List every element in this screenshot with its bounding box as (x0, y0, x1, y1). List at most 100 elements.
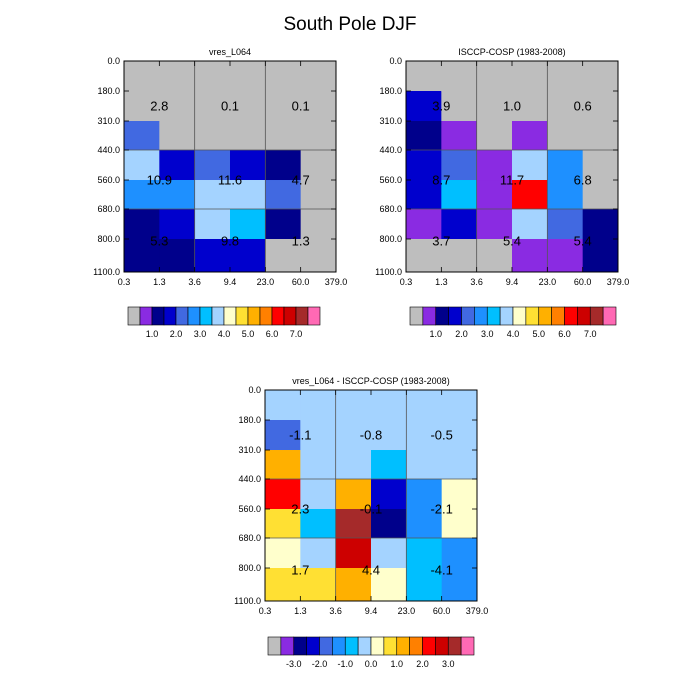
x-tick-label: 0.3 (259, 606, 272, 616)
heatmap-cell (300, 509, 337, 539)
colorbar-swatch (602, 306, 617, 326)
heatmap-cell (582, 91, 619, 122)
heatmap-cell (265, 420, 301, 451)
heatmap-cell (441, 208, 478, 240)
heatmap-cell (476, 61, 513, 92)
cell-value-label: 8.7 (432, 172, 450, 187)
colorbar-swatch (283, 306, 297, 326)
panel-title: vres_L064 (209, 47, 251, 57)
cell-value-label: 5.4 (574, 233, 592, 248)
colorbar-swatch (259, 306, 273, 326)
colorbar-swatch (319, 636, 333, 656)
y-tick-label: 440.0 (379, 145, 402, 155)
x-tick-label: 9.4 (224, 277, 237, 287)
heatmap-cell (265, 91, 302, 122)
heatmap-cell (547, 91, 584, 122)
y-tick-label: 680.0 (238, 533, 261, 543)
colorbar-swatch (564, 306, 578, 326)
x-tick-label: 1.3 (435, 277, 448, 287)
colorbar-swatch (370, 636, 385, 656)
heatmap-cell (265, 121, 302, 151)
cell-value-label: 6.8 (574, 172, 592, 187)
cell-value-label: 2.8 (150, 98, 168, 113)
cell-value-label: 9.8 (221, 233, 239, 248)
heatmap-cell (124, 208, 160, 240)
heatmap-cell (406, 450, 443, 480)
heatmap-cell (159, 238, 196, 273)
heatmap-cell (230, 61, 266, 92)
heatmap-cell (512, 208, 548, 240)
heatmap-cell (265, 208, 302, 240)
colorbar-label: 4.0 (218, 329, 231, 339)
y-tick-label: 800.0 (238, 563, 261, 573)
x-tick-label: 379.0 (325, 277, 348, 287)
colorbar-swatch (383, 636, 398, 656)
heatmap-cell (124, 61, 160, 92)
colorbar-label: 3.0 (194, 329, 207, 339)
colorbar: 1.0 2.0 3.0 4.0 5.0 6.0 7.0 (127, 306, 321, 339)
heatmap-cell (476, 238, 513, 273)
cell-value-label: 0.1 (221, 98, 239, 113)
y-tick-label: 0.0 (389, 56, 402, 66)
heatmap-cell (265, 238, 302, 273)
heatmap-cell (547, 238, 584, 273)
cell-value-label: 10.9 (147, 172, 172, 187)
heatmap-cell (406, 390, 443, 421)
y-tick-label: 1100.0 (93, 267, 120, 277)
heatmap-cell (476, 180, 513, 210)
colorbar-swatch (461, 306, 475, 326)
x-tick-label: 60.0 (292, 277, 310, 287)
heatmap-cell (300, 478, 337, 510)
heatmap-cell (230, 208, 266, 240)
heatmap-cell (547, 121, 584, 151)
colorbar-swatch (271, 306, 285, 326)
heatmap-cell (230, 91, 266, 122)
heatmap-cell (159, 149, 196, 181)
cell-value-label: 11.7 (500, 172, 524, 187)
heatmap-cell (441, 180, 478, 210)
heatmap-cell (371, 537, 407, 569)
heatmap-cell (265, 567, 301, 602)
heatmap-cell (124, 121, 160, 151)
heatmap-cell (512, 180, 548, 210)
colorbar-label: 2.0 (455, 329, 468, 339)
heatmap-cell (335, 478, 372, 510)
heatmap-cell (406, 238, 442, 273)
heatmap-cell (406, 567, 443, 602)
heatmap-cell (300, 450, 337, 480)
y-tick-label: 440.0 (97, 145, 120, 155)
y-tick-label: 310.0 (379, 116, 402, 126)
cell-value-label: 1.0 (503, 98, 521, 113)
colorbar-swatch (435, 636, 449, 656)
heatmap-cell (194, 121, 231, 151)
colorbar-swatch (551, 306, 565, 326)
y-tick-label: 310.0 (238, 445, 261, 455)
heatmap-cell (547, 149, 584, 181)
heatmap-cell (371, 567, 407, 602)
heatmap-cell (476, 121, 513, 151)
heatmap-cell (441, 478, 478, 510)
heatmap-cell (441, 61, 478, 92)
heatmap-cell (441, 149, 478, 181)
x-tick-label: 3.6 (329, 606, 342, 616)
heatmap-cell (512, 121, 548, 151)
colorbar-swatch (448, 306, 462, 326)
colorbar-swatch (223, 306, 237, 326)
heatmap-cell (441, 567, 478, 602)
colorbar-label: -3.0 (286, 659, 302, 669)
colorbar-swatch (295, 306, 309, 326)
colorbar-swatch (409, 636, 423, 656)
colorbar-swatch (512, 306, 527, 326)
heatmap-cell (476, 91, 513, 122)
colorbar-swatch (435, 306, 449, 326)
heatmap-cell (371, 390, 407, 421)
heatmap-cell (371, 420, 407, 451)
heatmap-cell (230, 238, 266, 273)
panel-title: vres_L064 - ISCCP-COSP (1983-2008) (292, 376, 449, 386)
heatmap-cell (335, 420, 372, 451)
heatmap-cell (547, 208, 584, 240)
colorbar-label: 7.0 (584, 329, 597, 339)
heatmap-cell (582, 208, 619, 240)
cell-value-label: -0.8 (360, 427, 382, 442)
